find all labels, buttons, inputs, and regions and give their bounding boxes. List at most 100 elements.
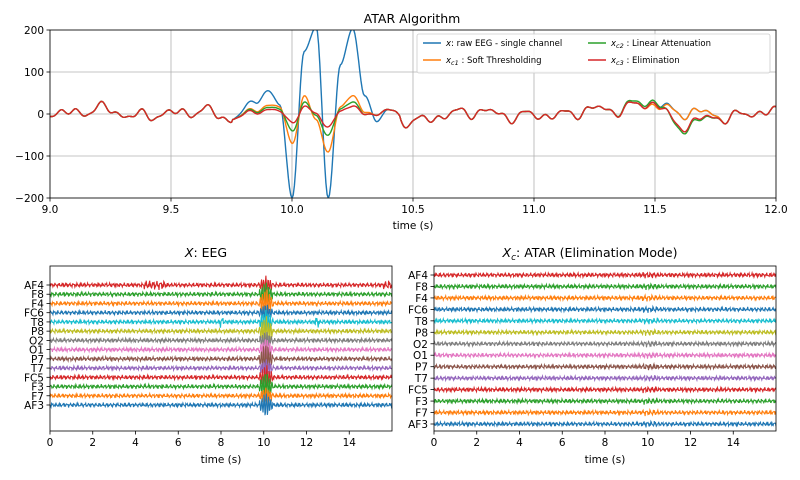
top-series-group	[50, 30, 776, 198]
channel-label: F7	[31, 391, 44, 403]
top-chart-title: ATAR Algorithm	[364, 11, 461, 26]
eeg-trace-af3	[50, 393, 392, 416]
channel-label: O2	[413, 339, 428, 351]
x-tick-label: 2	[473, 437, 480, 449]
eeg-trace-fc5	[434, 385, 776, 394]
top-x-tick-label: 11.0	[522, 204, 545, 216]
channel-label: FC6	[24, 308, 44, 320]
legend-box	[416, 33, 771, 74]
top-y-tick-label: 0	[37, 109, 44, 121]
eeg-trace-fc6	[434, 304, 776, 314]
channel-label: AF4	[408, 270, 428, 282]
legend-entry-2: xc1 : Soft Thresholding	[445, 56, 542, 67]
top-x-ticks: 9.0 9.5 10.0 10.5 11.0 11.5 12.0	[42, 198, 788, 216]
x-tick-label: 10	[257, 437, 270, 449]
x-tick-label: 0	[431, 437, 438, 449]
eeg-trace-p7	[50, 345, 392, 373]
eeg-clean-x-ticks: 0 2 4 6 8 10 12 14	[431, 431, 741, 449]
eeg-trace-t7	[434, 374, 776, 383]
eeg-clean-x-axis-label: time (s)	[585, 454, 626, 466]
x-tick-label: 0	[47, 437, 54, 449]
channel-label: AF3	[24, 400, 44, 412]
eeg-clean-chart: Xc: ATAR (Elimination Mode) AF4F8F4FC6T8…	[408, 245, 777, 466]
top-y-ticks: 200 100 0 −100 −200	[15, 25, 50, 205]
eeg-trace-t8	[434, 316, 776, 326]
eeg-trace-af3	[434, 419, 776, 428]
eeg-trace-t7	[50, 359, 392, 377]
eeg-trace-fc5	[50, 365, 392, 389]
channel-label: AF4	[24, 280, 44, 292]
eeg-raw-x-axis-label: time (s)	[201, 454, 242, 466]
top-x-tick-label: 9.5	[163, 204, 180, 216]
eeg-raw-chart: X: EEG AF4F8F4FC6T8P8O2O1P7T7FC5F3F7AF3 …	[24, 245, 393, 466]
eeg-trace-o2	[434, 339, 776, 349]
channel-label: F8	[31, 289, 44, 301]
eeg-trace-p7	[434, 361, 776, 371]
channel-label: FC6	[408, 304, 428, 316]
eeg-raw-traces	[50, 275, 392, 416]
eeg-trace-p8	[434, 327, 776, 337]
channel-label: P7	[31, 354, 44, 366]
eeg-clean-frame	[433, 265, 777, 432]
eeg-trace-f8	[434, 282, 776, 291]
eeg-raw-frame	[49, 265, 393, 432]
eeg-trace-f7	[50, 387, 392, 406]
channel-label: T7	[414, 373, 428, 385]
channel-label: F3	[31, 382, 44, 394]
eeg-trace-o1	[434, 351, 776, 360]
eeg-trace-o1	[50, 339, 392, 363]
legend-entry-3: xc2 : Linear Attenuation	[610, 39, 711, 50]
top-frame	[49, 29, 777, 199]
channel-label: FC5	[24, 372, 44, 384]
x-tick-label: 6	[559, 437, 566, 449]
channel-label: AF3	[408, 419, 428, 431]
channel-label: O1	[29, 345, 44, 357]
x-tick-label: 14	[727, 437, 741, 449]
eeg-clean-title: Xc: ATAR (Elimination Mode)	[502, 245, 678, 263]
top-x-tick-label: 10.5	[401, 204, 424, 216]
channel-label: F7	[415, 408, 428, 420]
top-y-tick-label: −100	[15, 151, 44, 163]
channel-label: O2	[29, 335, 44, 347]
top-x-tick-label: 11.5	[643, 204, 666, 216]
top-series-line-4	[50, 100, 776, 133]
eeg-trace-o2	[50, 331, 392, 348]
eeg-trace-af4	[50, 275, 392, 295]
top-x-tick-label: 9.0	[42, 204, 59, 216]
top-x-axis-label: time (s)	[393, 220, 434, 232]
eeg-trace-f4	[50, 289, 392, 319]
channel-label: FC5	[408, 385, 428, 397]
channel-label: P7	[415, 362, 428, 374]
x-tick-label: 12	[300, 437, 313, 449]
legend-entry-4: xc3 : Elimination	[610, 56, 680, 67]
top-y-tick-label: 100	[24, 67, 44, 79]
eeg-raw-title: X: EEG	[184, 245, 227, 260]
eeg-clean-traces	[434, 270, 776, 428]
eeg-raw-x-ticks: 0 2 4 6 8 10 12 14	[47, 431, 357, 449]
eeg-trace-f3	[434, 396, 776, 406]
legend-entry-1: x: raw EEG - single channel	[445, 39, 562, 49]
top-y-tick-label: −200	[15, 193, 44, 205]
x-tick-label: 12	[684, 437, 697, 449]
channel-label: F4	[31, 298, 44, 310]
top-y-tick-label: 200	[24, 25, 44, 37]
x-tick-label: 6	[175, 437, 182, 449]
top-legend: x: raw EEG - single channel xc1 : Soft Th…	[416, 33, 771, 74]
top-x-tick-label: 10.0	[280, 204, 303, 216]
channel-label: P8	[415, 327, 428, 339]
x-tick-label: 8	[602, 437, 609, 449]
eeg-trace-f7	[434, 407, 776, 417]
x-tick-label: 14	[343, 437, 357, 449]
channel-label: O1	[413, 350, 428, 362]
eeg-trace-f3	[50, 373, 392, 400]
eeg-trace-t8	[50, 309, 392, 333]
x-tick-label: 8	[218, 437, 225, 449]
channel-label: T8	[414, 316, 428, 328]
channel-label: F8	[415, 281, 428, 293]
x-tick-label: 10	[641, 437, 654, 449]
channel-label: F4	[415, 293, 428, 305]
channel-label: F3	[415, 396, 428, 408]
